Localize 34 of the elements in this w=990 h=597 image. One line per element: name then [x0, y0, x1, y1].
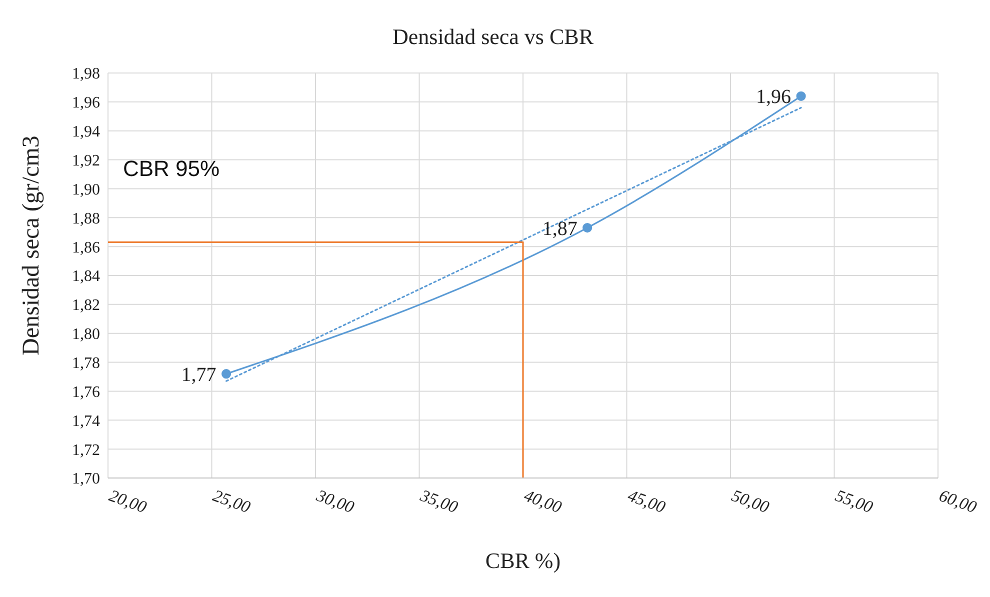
chart-title: Densidad seca vs CBR: [391, 24, 595, 50]
x-tick-label: 25,00: [210, 486, 254, 518]
point: [582, 222, 592, 233]
y-tick-label: 1,74: [72, 412, 100, 430]
y-tick-label: 1,92: [72, 152, 100, 170]
point: [796, 91, 806, 101]
y-tick-label: 1,76: [72, 384, 100, 401]
data-label: 1,87: [542, 218, 578, 240]
x-tick-label: 40,00: [522, 486, 565, 518]
x-axis-title: CBR %): [485, 548, 561, 573]
y-tick-label: 1,78: [72, 354, 100, 372]
y-tick-label: 1,88: [72, 210, 100, 228]
data-label: 1,77: [181, 364, 216, 386]
point: [221, 369, 232, 379]
data-label: 1,96: [756, 86, 792, 108]
x-tick-label: 45,00: [625, 486, 668, 518]
annotation: CBR 95%: [123, 156, 220, 182]
x-tick-label: 55,00: [832, 486, 876, 518]
y-tick-label: 1,94: [72, 124, 100, 141]
x-tick-label: 20,00: [106, 486, 150, 518]
y-tick-label: 1,96: [72, 94, 100, 112]
y-tick-label: 1,70: [72, 470, 100, 488]
y-tick-label: 1,98: [72, 66, 100, 83]
x-tick-label: 35,00: [416, 486, 461, 518]
y-tick-label: 1,72: [72, 442, 100, 459]
y-tick-label: 1,80: [72, 326, 100, 344]
y-axis-title: Densidad seca (gr/cm3: [18, 136, 45, 356]
y-tick-label: 1,90: [72, 181, 100, 198]
x-tick-label: 50,00: [729, 486, 772, 518]
y-tick-label: 1,84: [72, 268, 100, 286]
y-tick-label: 1,86: [72, 239, 100, 256]
x-tick-label: 30,00: [313, 486, 358, 518]
y-tick-label: 1,82: [72, 297, 100, 314]
x-tick-label: 60,00: [936, 486, 980, 518]
